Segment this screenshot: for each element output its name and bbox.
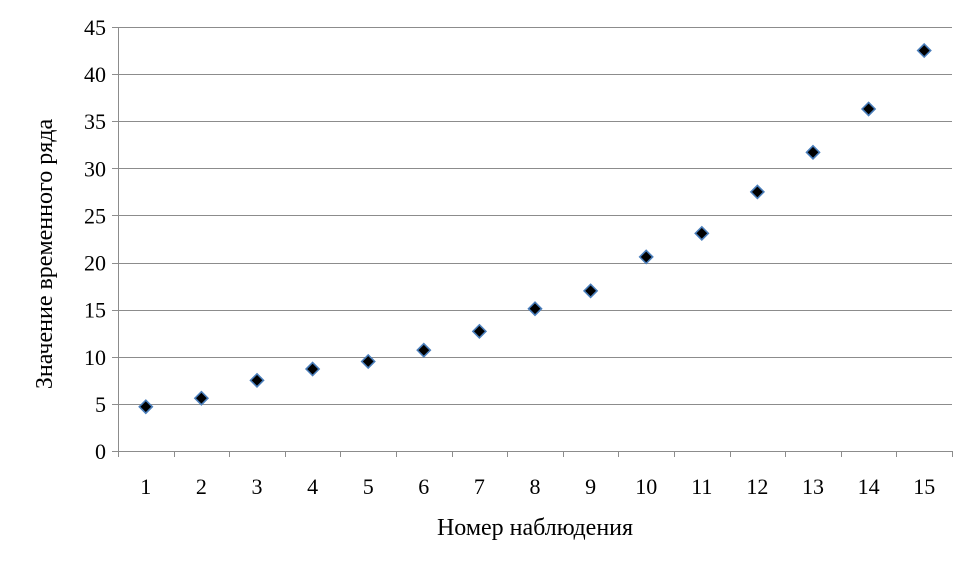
x-tick-label: 14 [858, 474, 880, 499]
x-tick-label: 8 [530, 474, 541, 499]
data-point [527, 301, 543, 317]
gridlines [118, 27, 952, 405]
axes [112, 27, 953, 457]
y-tick-label: 40 [84, 62, 106, 87]
y-axis-title: Значение временного ряда [32, 119, 58, 390]
y-tick-labels: 0 5 10 15 20 25 30 35 40 45 [84, 15, 106, 464]
data-point [416, 342, 432, 358]
data-point [249, 372, 265, 388]
y-tick-label: 0 [95, 439, 106, 464]
data-point [304, 361, 321, 377]
data-point [360, 353, 376, 370]
y-tick-label: 25 [84, 203, 106, 228]
x-tick-label: 4 [307, 474, 318, 499]
x-tick-label: 15 [913, 474, 935, 499]
data-point [138, 399, 154, 415]
y-tick-label: 20 [84, 251, 106, 276]
data-point [805, 144, 821, 160]
x-tick-label: 1 [140, 474, 151, 499]
data-point [471, 323, 488, 339]
x-tick-label: 3 [252, 474, 263, 499]
y-tick-label: 45 [84, 15, 106, 40]
data-point [638, 249, 654, 265]
x-tick-label: 13 [802, 474, 824, 499]
y-tick-label: 15 [84, 298, 106, 323]
x-tick-labels: 1 2 3 4 5 6 7 8 9 10 11 12 13 14 15 [140, 474, 935, 499]
data-point [582, 283, 599, 299]
data-point [860, 101, 877, 117]
y-tick-label: 30 [84, 156, 106, 181]
x-tick-label: 5 [363, 474, 374, 499]
y-tick-label: 35 [84, 109, 106, 134]
y-tick-label: 5 [95, 392, 106, 417]
data-point [749, 184, 766, 200]
data-point [694, 225, 710, 241]
data-points [138, 42, 932, 415]
x-axis-title: Номер наблюдения [437, 515, 633, 541]
y-tick-label: 10 [84, 345, 106, 370]
x-tick-label: 10 [635, 474, 657, 499]
data-point [193, 390, 210, 406]
x-tick-label: 6 [418, 474, 429, 499]
x-tick-label: 9 [585, 474, 596, 499]
data-point [916, 42, 932, 59]
x-tick-label: 12 [746, 474, 768, 499]
x-tick-label: 7 [474, 474, 485, 499]
x-tick-label: 11 [691, 474, 712, 499]
x-tick-label: 2 [196, 474, 207, 499]
